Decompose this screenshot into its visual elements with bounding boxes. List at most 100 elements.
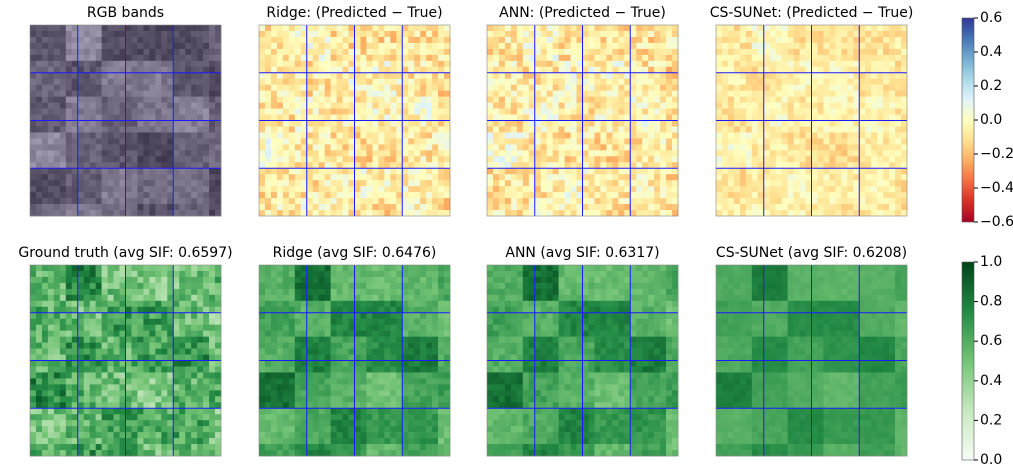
pixel xyxy=(553,25,559,31)
pixel xyxy=(179,372,185,378)
pixel xyxy=(185,109,191,115)
pixel xyxy=(36,390,42,396)
pixel xyxy=(505,144,511,150)
pixel xyxy=(728,150,734,156)
pixel xyxy=(277,204,283,210)
pixel xyxy=(588,198,594,204)
pixel xyxy=(660,103,666,109)
pixel xyxy=(36,444,42,450)
pixel xyxy=(788,115,794,121)
pixel xyxy=(594,186,600,192)
pixel xyxy=(48,79,54,85)
pixel xyxy=(559,186,565,192)
pixel xyxy=(48,289,54,295)
pixel xyxy=(66,426,72,432)
pixel xyxy=(642,61,648,67)
pixel xyxy=(378,132,384,138)
pixel xyxy=(102,289,108,295)
pixel xyxy=(776,156,782,162)
pixel xyxy=(78,337,84,343)
pixel xyxy=(355,109,361,115)
pixel xyxy=(203,121,209,127)
pixel xyxy=(728,67,734,73)
pixel xyxy=(325,115,331,121)
pixel xyxy=(185,79,191,85)
pixel xyxy=(84,331,90,337)
pixel xyxy=(84,150,90,156)
pixel xyxy=(155,186,161,192)
pixel xyxy=(606,186,612,192)
pixel xyxy=(36,37,42,43)
pixel xyxy=(283,156,289,162)
pixel xyxy=(841,144,847,150)
pixel xyxy=(295,103,301,109)
pixel xyxy=(366,138,372,144)
pixel xyxy=(648,31,654,37)
pixel xyxy=(547,210,553,216)
pixel xyxy=(66,144,72,150)
pixel xyxy=(823,126,829,132)
pixel xyxy=(271,61,277,67)
pixel xyxy=(137,366,143,372)
pixel xyxy=(126,289,132,295)
pixel xyxy=(396,138,402,144)
pixel xyxy=(173,349,179,355)
pixel xyxy=(396,174,402,180)
pixel xyxy=(889,85,895,91)
pixel xyxy=(277,85,283,91)
pixel xyxy=(209,198,215,204)
pixel xyxy=(800,126,806,132)
pixel xyxy=(30,372,36,378)
pixel xyxy=(594,85,600,91)
pixel xyxy=(179,186,185,192)
pixel xyxy=(215,180,221,186)
pixel xyxy=(54,331,60,337)
pixel xyxy=(728,61,734,67)
pixel xyxy=(108,198,114,204)
pixel xyxy=(120,31,126,37)
pixel xyxy=(54,174,60,180)
pixel xyxy=(54,91,60,97)
figure: RGB bandsRidge: (Predicted − True)ANN: (… xyxy=(0,0,1013,468)
pixel xyxy=(108,91,114,97)
pixel xyxy=(325,174,331,180)
pixel xyxy=(72,121,78,127)
pixel xyxy=(835,37,841,43)
pixel xyxy=(654,150,660,156)
pixel xyxy=(535,156,541,162)
pixel xyxy=(131,97,137,103)
pixel xyxy=(120,126,126,132)
pixel xyxy=(126,85,132,91)
pixel xyxy=(131,43,137,49)
pixel xyxy=(829,198,835,204)
pixel xyxy=(511,210,517,216)
pixel xyxy=(155,132,161,138)
pixel xyxy=(571,192,577,198)
pixel xyxy=(600,109,606,115)
pixel xyxy=(588,126,594,132)
image-panel xyxy=(30,265,221,456)
pixel xyxy=(396,132,402,138)
pixel xyxy=(42,204,48,210)
pixel xyxy=(72,91,78,97)
pixel xyxy=(120,61,126,67)
pixel xyxy=(396,168,402,174)
pixel xyxy=(794,97,800,103)
pixel xyxy=(672,180,678,186)
pixel xyxy=(72,138,78,144)
pixel xyxy=(84,55,90,61)
pixel xyxy=(630,43,636,49)
pixel xyxy=(630,132,636,138)
pixel xyxy=(829,67,835,73)
pixel xyxy=(770,156,776,162)
pixel xyxy=(42,277,48,283)
pixel xyxy=(493,156,499,162)
pixel xyxy=(426,67,432,73)
pixel xyxy=(173,355,179,361)
pixel xyxy=(788,85,794,91)
pixel xyxy=(72,55,78,61)
pixel xyxy=(728,168,734,174)
pixel xyxy=(325,126,331,132)
pixel xyxy=(829,37,835,43)
pixel xyxy=(895,43,901,49)
